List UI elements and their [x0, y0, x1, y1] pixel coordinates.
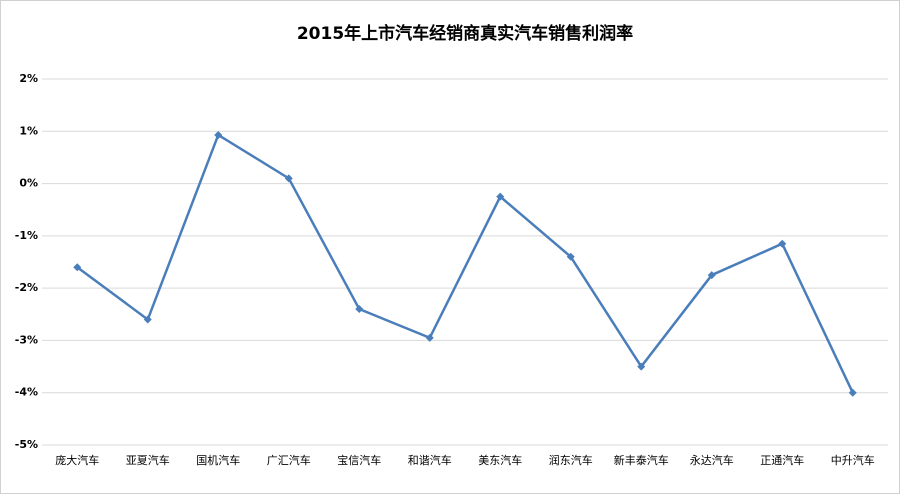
x-tick-label: 庞大汽车 [55, 453, 99, 467]
y-tick-label: -2% [15, 281, 38, 294]
data-point [284, 174, 293, 183]
x-tick-label: 新丰泰汽车 [614, 453, 669, 467]
x-tick-label: 广汇汽车 [267, 453, 311, 467]
data-point [214, 130, 223, 139]
x-tick-label: 和谐汽车 [408, 453, 452, 467]
data-point [143, 315, 152, 324]
data-point [73, 263, 82, 272]
y-tick-label: -4% [15, 386, 38, 399]
y-tick-label: 2% [19, 72, 38, 85]
data-point [566, 252, 575, 261]
data-point [778, 239, 787, 248]
x-tick-label: 亚夏汽车 [126, 453, 170, 467]
data-point [848, 388, 857, 397]
data-point [355, 305, 364, 314]
y-tick-label: -5% [15, 438, 38, 451]
x-tick-label: 中升汽车 [831, 453, 875, 467]
data-point [425, 333, 434, 342]
x-tick-label: 宝信汽车 [337, 453, 381, 467]
data-point [707, 271, 716, 280]
y-tick-label: -3% [15, 333, 38, 346]
x-tick-label: 永达汽车 [690, 453, 734, 467]
y-tick-label: -1% [15, 229, 38, 242]
y-tick-label: 0% [19, 177, 38, 190]
chart-title: 2015年上市汽车经销商真实汽车销售利润率 [297, 23, 633, 44]
x-tick-label: 国机汽车 [196, 453, 240, 467]
series-line [76, 133, 854, 394]
x-tick-label: 润东汽车 [549, 453, 593, 467]
y-tick-label: 1% [19, 124, 38, 137]
data-point [637, 362, 646, 371]
x-tick-label: 正通汽车 [760, 453, 804, 467]
x-tick-label: 美东汽车 [478, 453, 522, 467]
data-point [496, 192, 505, 201]
